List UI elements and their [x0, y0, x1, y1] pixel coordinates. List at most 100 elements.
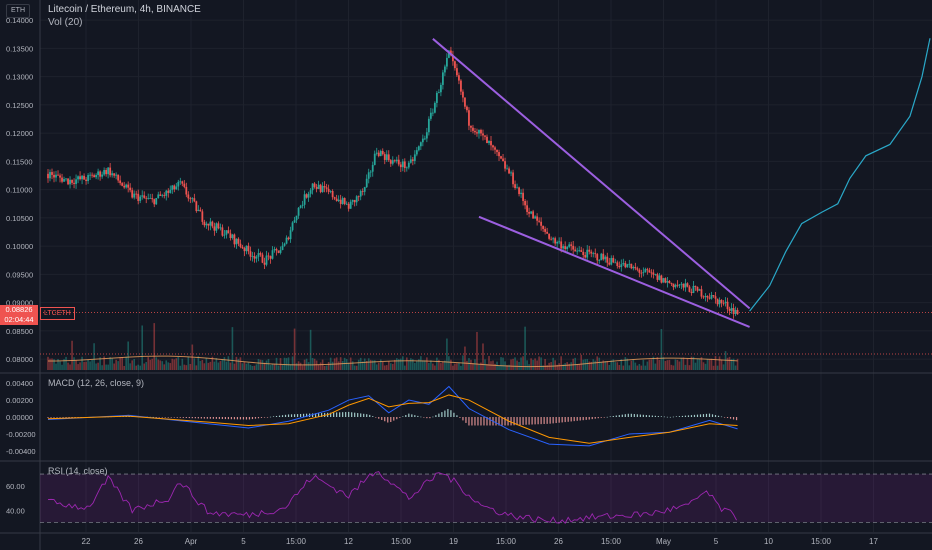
x-tick-label: Apr: [185, 537, 198, 546]
volume-bar: [614, 362, 617, 370]
volume-bar: [367, 358, 370, 370]
volume-bar: [628, 365, 631, 370]
volume-bar: [79, 362, 81, 370]
macd-histogram-bar: [290, 414, 293, 417]
candle-body: [596, 254, 599, 261]
volume-bar: [700, 357, 703, 370]
macd-histogram-bar: [312, 413, 314, 417]
volume-bar: [640, 365, 643, 370]
candle-body: [355, 196, 358, 203]
volume-bar: [728, 356, 731, 370]
volume-bar: [730, 359, 733, 370]
volume-bar: [632, 359, 635, 370]
symbol-badge[interactable]: ETH: [6, 4, 30, 18]
volume-bar: [552, 357, 554, 370]
y-tick-label: 0.13500: [6, 44, 33, 53]
macd-histogram-bar: [158, 417, 160, 418]
macd-histogram-bar: [465, 417, 467, 423]
candle-body: [660, 275, 663, 283]
macd-histogram-bar: [516, 417, 518, 426]
volume-bar: [167, 362, 170, 370]
volume-bar: [155, 357, 158, 370]
volume-bar: [718, 356, 721, 370]
macd-histogram-bar: [185, 417, 187, 418]
volume-bar: [397, 359, 400, 370]
macd-histogram-bar: [59, 417, 61, 418]
candle-body: [620, 264, 623, 268]
candle-body: [95, 175, 98, 178]
volume-bar: [544, 359, 546, 370]
candle-body: [149, 198, 152, 199]
candle-body: [536, 216, 539, 221]
macd-histogram-bar: [471, 417, 473, 426]
candle-body: [171, 185, 174, 190]
volume-bar: [560, 356, 562, 370]
candle-body: [233, 234, 236, 245]
volume-bar: [315, 360, 318, 370]
macd-histogram-bar: [203, 417, 205, 419]
macd-histogram-bar: [531, 417, 533, 425]
candle-body: [446, 57, 448, 67]
candle-body: [395, 159, 398, 162]
volume-bar: [420, 356, 422, 370]
candle-body: [301, 204, 304, 206]
volume-bar: [558, 363, 560, 370]
candle-body: [391, 160, 394, 164]
volume-bar: [726, 357, 729, 370]
candle-body: [478, 130, 480, 134]
candle-body: [500, 156, 502, 159]
volume-bar: [391, 363, 394, 370]
macd-histogram-bar: [552, 417, 554, 424]
rsi-label[interactable]: RSI (14, close): [48, 466, 108, 476]
volume-bar: [253, 365, 256, 370]
volume-bar: [147, 357, 150, 370]
volume-bar: [257, 359, 260, 370]
volume-bar: [51, 358, 53, 370]
volume-bar: [267, 358, 270, 370]
macd-histogram-bar: [417, 415, 419, 417]
projection-curve: [749, 38, 931, 312]
candle-body: [488, 140, 490, 144]
candle-body: [215, 223, 218, 231]
volume-indicator-label[interactable]: Vol (20): [48, 17, 83, 28]
macd-histogram-bar: [176, 417, 178, 418]
volume-bar: [430, 360, 432, 370]
candle-body: [732, 307, 735, 314]
macd-histogram-bar: [468, 417, 470, 426]
volume-bar: [470, 359, 472, 370]
volume-bar: [530, 358, 532, 370]
macd-histogram-bar: [278, 415, 281, 417]
volume-bar: [670, 364, 673, 370]
macd-histogram-bar: [405, 415, 407, 417]
volume-bar: [522, 356, 524, 370]
macd-histogram-bar: [486, 417, 488, 426]
candle-body: [267, 255, 270, 257]
volume-bar: [672, 365, 675, 370]
candle-body: [101, 174, 104, 177]
volume-bar: [576, 364, 578, 370]
volume-bar: [63, 359, 65, 370]
candle-body: [107, 167, 110, 175]
macd-histogram-bar: [501, 417, 503, 426]
candle-body: [702, 296, 705, 298]
candle-body: [73, 182, 75, 184]
volume-bar: [568, 363, 570, 370]
volume-bar: [173, 359, 176, 370]
candle-body: [722, 303, 725, 304]
x-tick-label: 15:00: [601, 537, 622, 546]
macd-histogram-bar: [480, 417, 482, 426]
macd-histogram-bar: [504, 417, 506, 426]
candle-body: [83, 175, 85, 180]
candle-body: [584, 255, 587, 258]
volume-bar: [385, 365, 388, 370]
macd-histogram-bar: [456, 415, 458, 417]
macd-label[interactable]: MACD (12, 26, close, 9): [48, 378, 145, 388]
macd-histogram-bar: [474, 417, 476, 426]
candle-body: [85, 179, 87, 182]
candle-body: [718, 299, 721, 305]
candle-body: [456, 68, 458, 76]
volume-bar: [265, 360, 268, 370]
volume-bar: [353, 365, 356, 370]
candle-body: [341, 198, 344, 204]
